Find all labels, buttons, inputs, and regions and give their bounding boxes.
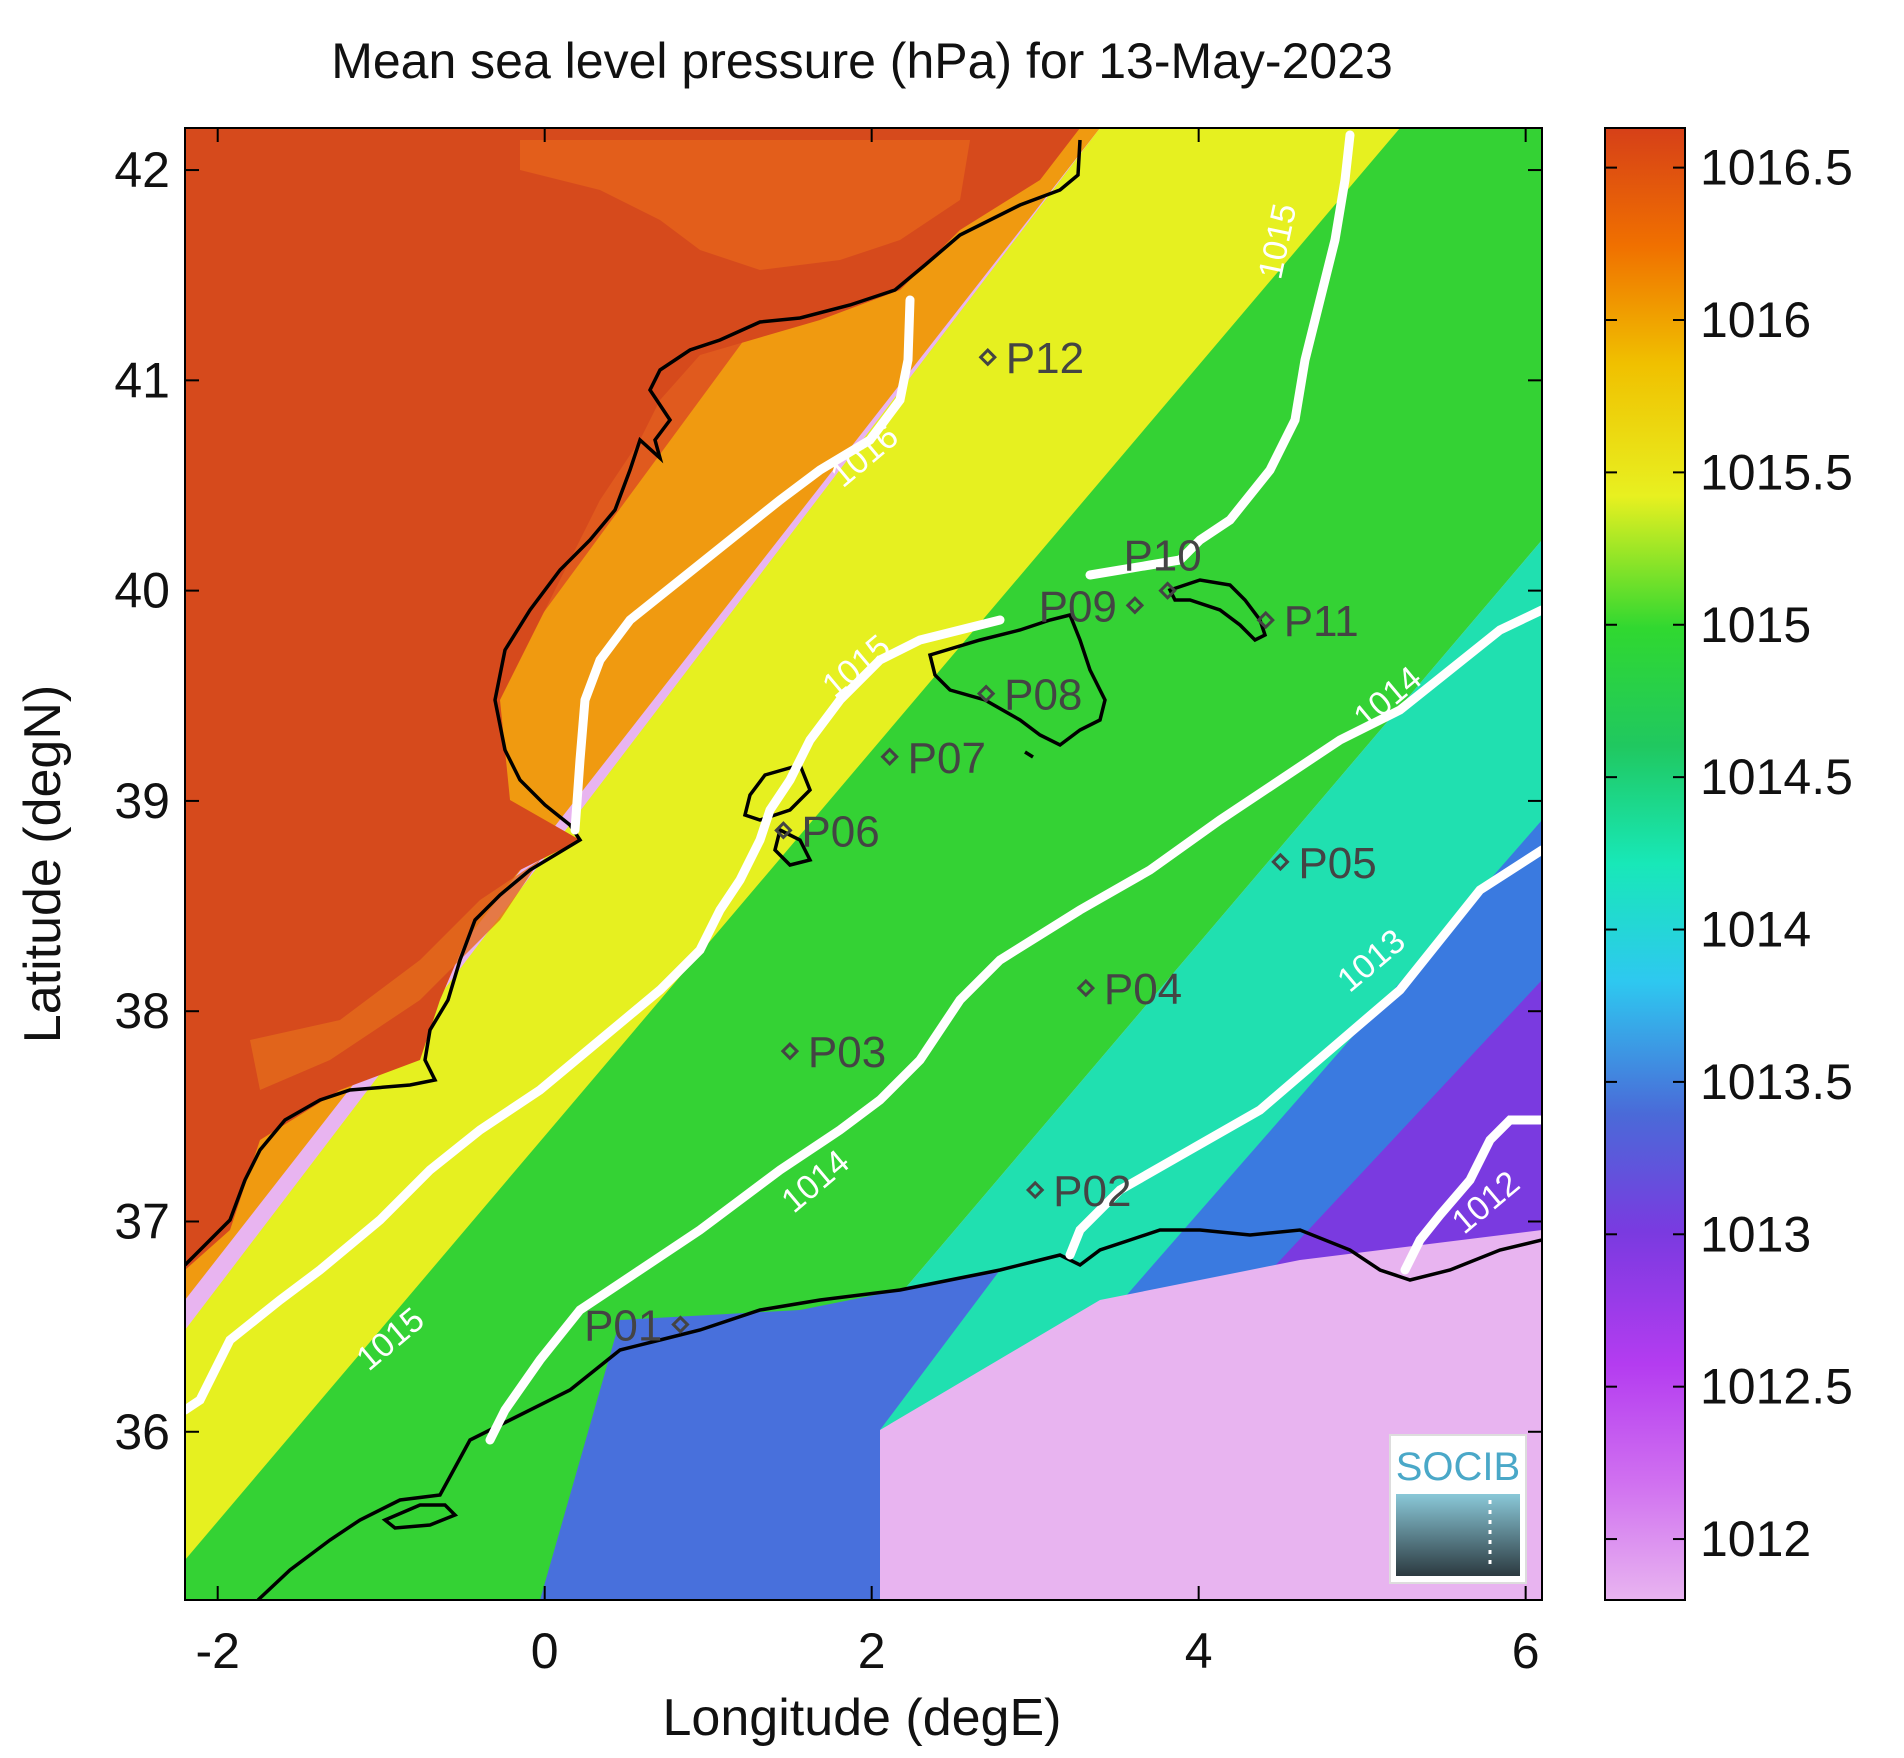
colorbar-tick-label: 1016.5: [1700, 140, 1853, 196]
y-axis-ticks: 36 37 38 39 40 41 42: [114, 142, 1542, 1460]
colorbar-tick-label: 1015: [1700, 597, 1811, 653]
contour-1013: [1065, 845, 1542, 1260]
station-label: P08: [1004, 671, 1082, 720]
station-marker: [1158, 581, 1177, 600]
station-p12: P12: [978, 334, 1084, 383]
contour-1015-north: [1085, 130, 1355, 580]
station-label: P06: [801, 807, 879, 856]
colorbar-tick-label: 1015.5: [1700, 444, 1853, 500]
colorbar-tick-label: 1012: [1700, 1511, 1811, 1567]
y-tick-label: 38: [114, 983, 170, 1039]
x-axis-label: Longitude (degE): [663, 1689, 1062, 1747]
y-tick-label: 42: [114, 142, 170, 198]
logo-text: SOCIB: [1396, 1445, 1520, 1489]
socib-logo: SOCIB: [1389, 1434, 1527, 1584]
x-tick-label: 2: [858, 1623, 886, 1679]
chart-title: Mean sea level pressure (hPa) for 13-May…: [331, 33, 1393, 89]
y-tick-label: 40: [114, 563, 170, 619]
station-marker: [780, 1041, 800, 1061]
y-tick-label: 36: [114, 1404, 170, 1460]
contour-1016: [570, 295, 915, 835]
station-p01: P01: [584, 1302, 690, 1351]
station-marker: [1076, 978, 1096, 998]
x-tick-label: 0: [531, 1623, 559, 1679]
station-marker: [774, 821, 793, 840]
x-tick-label: 4: [1185, 1623, 1213, 1679]
station-p11: P11: [1256, 597, 1359, 646]
x-tick-label: 6: [1512, 1623, 1540, 1679]
colorbar: 1012 1012.5 1013 1013.5 1014 1014.5 1015 1015.5…: [1604, 127, 1853, 1601]
station-p10: P10: [1123, 532, 1202, 600]
station-label: P04: [1104, 965, 1182, 1014]
contours: [185, 130, 1542, 1445]
station-marker: [1125, 596, 1145, 615]
station-p02: P02: [1025, 1167, 1131, 1216]
station-label: P01: [584, 1302, 662, 1351]
station-p05: P05: [1271, 839, 1377, 888]
colorbar-tick-label: 1013: [1700, 1206, 1811, 1262]
station-marker: [978, 348, 997, 367]
colorbar-ticks: 1012 1012.5 1013 1013.5 1014 1014.5 1015 1015.5…: [1605, 140, 1853, 1567]
contour-1012: [1400, 1115, 1542, 1275]
colorbar-tick-label: 1014.5: [1700, 749, 1853, 805]
station-label: P11: [1284, 597, 1359, 646]
station-marker: [976, 684, 996, 703]
colorbar-tick-label: 1012.5: [1700, 1359, 1853, 1415]
station-label: P03: [808, 1028, 886, 1077]
station-p08: P08: [976, 671, 1082, 720]
x-axis-ticks: -2 0 2 4 6: [195, 128, 1540, 1679]
colorbar-tick-label: 1016: [1700, 292, 1811, 348]
station-p07: P07: [880, 734, 986, 783]
x-tick-label: -2: [195, 1623, 239, 1679]
band-green: [185, 128, 1542, 1600]
station-label: P02: [1053, 1167, 1131, 1216]
station-marker: [1025, 1180, 1045, 1200]
y-tick-label: 37: [114, 1193, 170, 1249]
station-label: P12: [1006, 334, 1084, 383]
station-label: P10: [1123, 532, 1201, 581]
station-label: P05: [1298, 839, 1376, 888]
station-p03: P03: [780, 1028, 886, 1077]
station-p04: P04: [1076, 965, 1182, 1014]
station-p06: P06: [774, 807, 880, 856]
y-tick-label: 39: [114, 773, 170, 829]
y-axis-label: Latitude (degN): [14, 685, 72, 1043]
plot-frame: [184, 127, 1543, 1601]
contour-1015-main: [185, 615, 1005, 1415]
station-marker: [1271, 852, 1290, 872]
station-marker: [1256, 610, 1275, 630]
y-tick-label: 41: [114, 352, 170, 408]
colorbar-tick-label: 1013.5: [1700, 1054, 1853, 1110]
contour-1014: [485, 605, 1542, 1445]
station-label: P09: [1039, 582, 1117, 631]
station-p09: P09: [1039, 582, 1145, 631]
station-label: P07: [908, 734, 986, 783]
coastline: [185, 139, 1542, 1600]
station-marker: [880, 747, 899, 766]
colorbar-tick-label: 1014: [1700, 902, 1811, 958]
station-marker: [671, 1315, 690, 1334]
